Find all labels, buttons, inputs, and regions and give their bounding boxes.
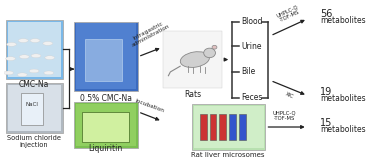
Ellipse shape [45, 56, 55, 60]
Bar [8, 85, 60, 131]
Ellipse shape [4, 71, 14, 75]
Text: Urine: Urine [241, 42, 262, 51]
Text: Incubation: Incubation [135, 98, 165, 114]
Bar [85, 39, 122, 81]
Ellipse shape [30, 39, 40, 42]
Text: metabolites: metabolites [321, 16, 366, 25]
Bar [6, 20, 62, 79]
Ellipse shape [212, 45, 217, 49]
Text: UHPLC-Q
-TOF-MS: UHPLC-Q -TOF-MS [272, 111, 296, 121]
Text: XIC: XIC [284, 91, 294, 99]
Ellipse shape [180, 52, 209, 68]
Text: metabolites: metabolites [321, 125, 366, 134]
Text: Intragastric
administration: Intragastric administration [129, 19, 171, 48]
Ellipse shape [29, 69, 39, 73]
Text: 15: 15 [321, 118, 333, 128]
Bar [200, 114, 207, 140]
Bar [76, 24, 136, 89]
Text: 56: 56 [321, 9, 333, 19]
Text: 0.5% CMC-Na: 0.5% CMC-Na [80, 94, 132, 103]
Bar [74, 22, 138, 91]
Text: CMC-Na: CMC-Na [19, 80, 49, 89]
Text: 19: 19 [321, 87, 333, 97]
Bar [229, 114, 236, 140]
Bar [219, 114, 226, 140]
Bar [6, 83, 62, 133]
Ellipse shape [19, 39, 28, 42]
Bar [194, 106, 263, 148]
Text: Rats: Rats [184, 90, 201, 99]
Ellipse shape [6, 42, 16, 46]
Ellipse shape [44, 71, 54, 75]
Text: Blood: Blood [241, 17, 262, 26]
Text: metabolites: metabolites [321, 94, 366, 103]
Text: NaCl: NaCl [26, 102, 39, 107]
Ellipse shape [31, 54, 41, 58]
Text: Feces: Feces [241, 93, 262, 102]
Ellipse shape [17, 73, 27, 77]
Bar [164, 31, 222, 88]
Bar [76, 104, 136, 146]
Bar [209, 114, 217, 140]
Ellipse shape [19, 55, 29, 59]
Bar [239, 114, 246, 140]
Ellipse shape [43, 41, 53, 45]
Text: Sodium chloride
injection: Sodium chloride injection [7, 135, 61, 148]
Bar [21, 93, 43, 125]
Text: Bile: Bile [241, 67, 255, 76]
Bar [8, 22, 60, 77]
Text: UHPLC-Q
-TOF-MS: UHPLC-Q -TOF-MS [276, 4, 302, 24]
Ellipse shape [6, 57, 15, 60]
Ellipse shape [204, 48, 215, 58]
Bar [74, 102, 138, 148]
Bar [192, 104, 265, 150]
Text: Liquiritin: Liquiritin [88, 144, 123, 153]
Bar [82, 112, 129, 142]
Text: Rat liver microsomes: Rat liver microsomes [192, 152, 265, 158]
